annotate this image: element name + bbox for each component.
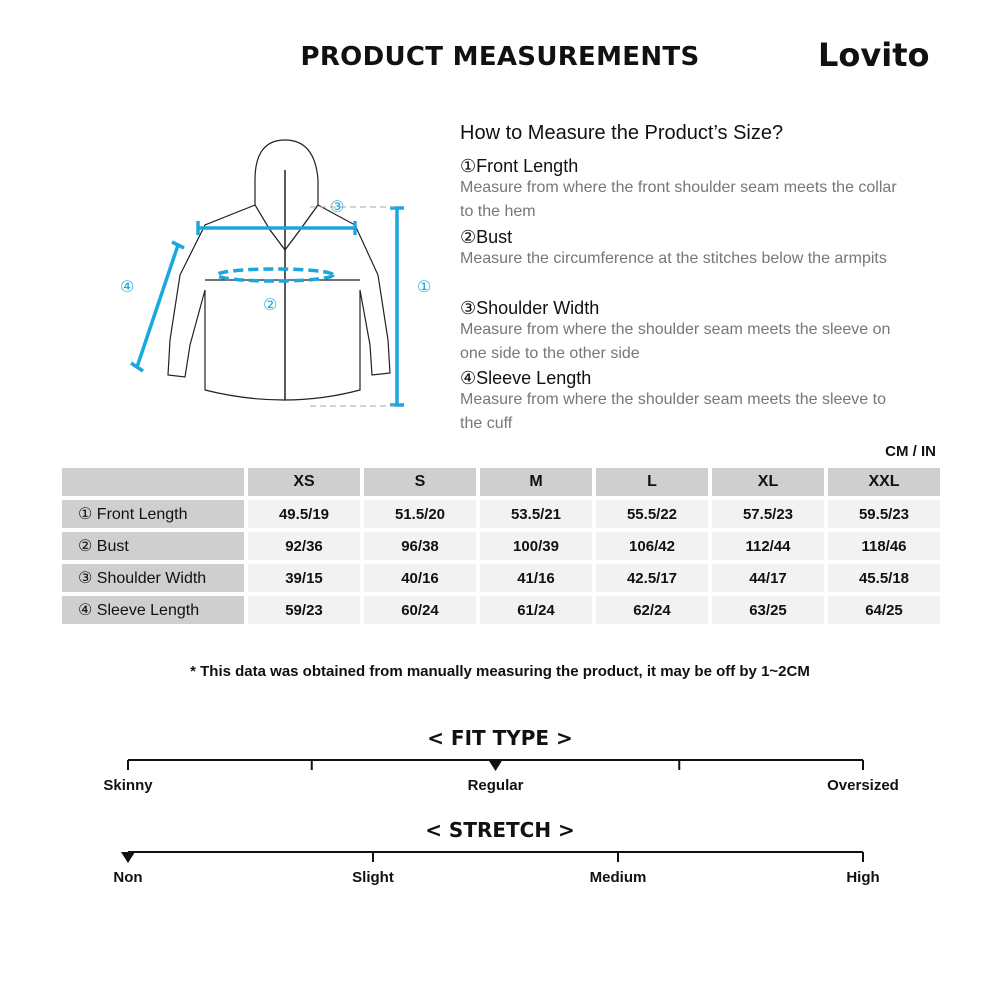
scale-label: High <box>846 869 880 886</box>
guide-item-heading: ③Shoulder Width <box>460 298 599 319</box>
fit-type-title: < FIT TYPE > <box>427 726 573 750</box>
fit-type-scale <box>127 759 864 771</box>
table-cell: 96/38 <box>364 532 476 560</box>
table-cell: 60/24 <box>364 596 476 624</box>
guide-item-heading: ①Front Length <box>460 156 578 177</box>
label-front-length: ① <box>417 277 431 296</box>
table-cell: 44/17 <box>712 564 824 592</box>
guide-title: How to Measure the Product’s Size? <box>460 122 784 144</box>
corner-cell <box>62 468 244 496</box>
table-cell: 106/42 <box>596 532 708 560</box>
guide-item-desc: Measure from where the front shoulder se… <box>460 179 897 220</box>
guide-item-heading: ④Sleeve Length <box>460 368 591 389</box>
row-label: ① Front Length <box>62 500 244 528</box>
scale-label: Regular <box>467 777 524 794</box>
table-cell: 45.5/18 <box>828 564 940 592</box>
row-label: ④ Sleeve Length <box>62 596 244 624</box>
num: ③ <box>460 298 477 318</box>
jacket-diagram: ① ② ③ ④ <box>120 139 431 407</box>
name: Sleeve Length <box>476 368 592 388</box>
num: ④ <box>460 368 477 388</box>
size-table: XS S M L XL XXL ① Front Length 49.5/19 51.5/20 53… <box>58 464 944 628</box>
table-cell: 41/16 <box>480 564 592 592</box>
table-cell: 118/46 <box>828 532 940 560</box>
table-cell: 59.5/23 <box>828 500 940 528</box>
table-cell: 49.5/19 <box>248 500 360 528</box>
table-cell: 92/36 <box>248 532 360 560</box>
table-cell: 53.5/21 <box>480 500 592 528</box>
name: Bust <box>476 227 513 247</box>
label-shoulder: ③ <box>330 197 344 216</box>
table-cell: 39/15 <box>248 564 360 592</box>
scale-label: Medium <box>589 869 647 886</box>
selected-marker-icon <box>488 760 503 771</box>
scale-label: Oversized <box>827 777 899 794</box>
label-bust: ② <box>263 295 277 314</box>
label-sleeve: ④ <box>120 277 134 296</box>
table-cell: 62/24 <box>596 596 708 624</box>
selected-marker-icon <box>121 852 135 863</box>
scale-label: Skinny <box>103 777 153 794</box>
table-header-row: XS S M L XL XXL <box>62 468 940 496</box>
name: Shoulder Width <box>476 298 600 318</box>
table-cell: 64/25 <box>828 596 940 624</box>
table-cell: 59/23 <box>248 596 360 624</box>
row-label: ② Bust <box>62 532 244 560</box>
guide-item-desc: Measure from where the shoulder seam mee… <box>460 391 886 432</box>
guide-item-heading: ②Bust <box>460 227 512 248</box>
table-row: ④ Sleeve Length 59/23 60/24 61/24 62/24 63/25… <box>62 596 940 624</box>
table-cell: 57.5/23 <box>712 500 824 528</box>
table-row: ③ Shoulder Width 39/15 40/16 41/16 42.5/17 44… <box>62 564 940 592</box>
guide-item-desc: Measure the circumference at the stitche… <box>460 250 887 267</box>
scale-label: Slight <box>352 869 394 886</box>
brand-logo: Lovito <box>818 36 930 74</box>
size-header: L <box>596 468 708 496</box>
num: ② <box>460 227 477 247</box>
measurement-note: * This data was obtained from manually m… <box>190 663 810 680</box>
guide-item-desc: Measure from where the shoulder seam mee… <box>460 321 891 362</box>
table-cell: 51.5/20 <box>364 500 476 528</box>
table-row: ① Front Length 49.5/19 51.5/20 53.5/21 55.5/… <box>62 500 940 528</box>
table-cell: 112/44 <box>712 532 824 560</box>
size-header: S <box>364 468 476 496</box>
num: ① <box>460 156 477 176</box>
stretch-scale <box>121 851 864 863</box>
scale-label: Non <box>113 869 143 886</box>
table-cell: 40/16 <box>364 564 476 592</box>
table-row: ② Bust 92/36 96/38 100/39 106/42 112/44 118/46 <box>62 532 940 560</box>
table-cell: 61/24 <box>480 596 592 624</box>
size-header: M <box>480 468 592 496</box>
size-header: XS <box>248 468 360 496</box>
table-cell: 63/25 <box>712 596 824 624</box>
size-header: XXL <box>828 468 940 496</box>
unit-label: CM / IN <box>885 443 936 460</box>
stretch-title: < STRETCH > <box>425 818 575 842</box>
size-header: XL <box>712 468 824 496</box>
name: Front Length <box>476 156 579 176</box>
table-cell: 55.5/22 <box>596 500 708 528</box>
page-title: PRODUCT MEASUREMENTS <box>300 42 700 72</box>
table-cell: 42.5/17 <box>596 564 708 592</box>
row-label: ③ Shoulder Width <box>62 564 244 592</box>
table-cell: 100/39 <box>480 532 592 560</box>
